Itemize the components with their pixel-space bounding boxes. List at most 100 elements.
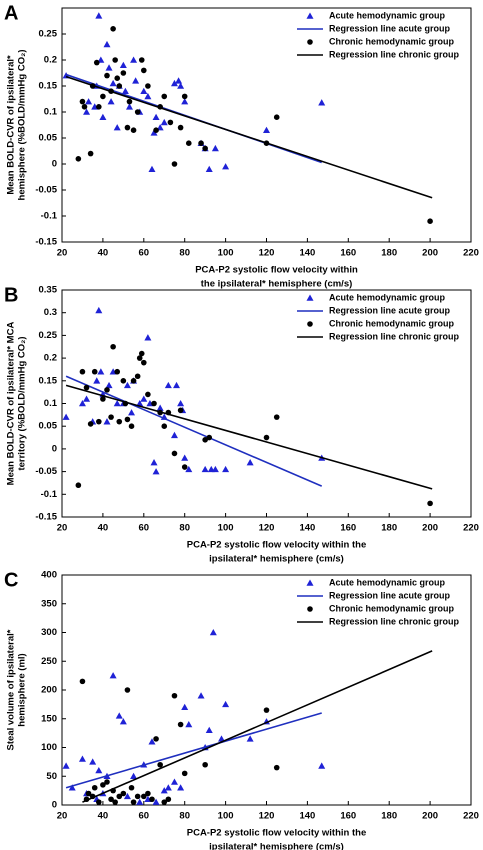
x-tick-label: 180 — [381, 523, 397, 534]
circle-marker — [81, 104, 88, 110]
circle-marker — [181, 464, 188, 470]
triangle-marker — [123, 792, 131, 800]
circle-marker — [128, 784, 135, 791]
legend-label: Acute hemodynamic group — [329, 292, 446, 302]
triangle-marker — [205, 726, 213, 734]
triangle-marker — [115, 712, 123, 719]
circle-marker — [273, 764, 280, 771]
x-tick-label: 200 — [422, 523, 438, 534]
triangle-marker — [109, 79, 117, 87]
y-tick-label: 100 — [41, 742, 57, 753]
y-tick-label: -0.1 — [41, 489, 58, 500]
circle-marker — [75, 156, 82, 162]
circle-marker — [263, 707, 270, 713]
x-tick-label: 120 — [259, 523, 275, 534]
x-tick-label: 160 — [340, 811, 356, 822]
x-tick-label: 100 — [218, 523, 234, 534]
circle-marker — [91, 368, 98, 375]
x-axis-title: PCA-P2 systolic flow velocity within the — [187, 540, 366, 551]
triangle-marker — [218, 735, 226, 742]
x-tick-label: 140 — [299, 811, 315, 822]
triangle-marker — [93, 377, 101, 384]
y-tick-label: 0 — [52, 800, 57, 811]
circle-marker — [263, 434, 270, 441]
circle-marker — [153, 127, 159, 133]
circle-marker — [171, 161, 178, 167]
triangle-marker — [181, 703, 189, 711]
circle-marker — [120, 378, 127, 384]
triangle-marker — [105, 381, 113, 389]
circle-marker — [116, 418, 123, 425]
circle-marker — [110, 343, 116, 350]
triangle-marker — [62, 762, 70, 769]
circle-marker — [130, 127, 137, 133]
triangle-marker — [95, 12, 103, 19]
x-tick-label: 220 — [463, 811, 479, 822]
regression-line — [65, 75, 433, 199]
triangle-marker — [222, 465, 230, 473]
y-tick-label: -0.1 — [41, 211, 58, 222]
circle-marker — [126, 98, 133, 105]
circle-marker — [177, 721, 184, 728]
triangle-marker — [121, 87, 129, 94]
y-tick-label: 0.15 — [39, 81, 58, 92]
circle-marker — [171, 450, 178, 457]
circle-marker — [145, 790, 151, 797]
circle-marker — [177, 407, 184, 414]
circle-marker — [151, 400, 157, 407]
triangle-marker — [99, 113, 107, 120]
triangle-marker — [209, 629, 217, 636]
legend-label: Chronic hemodynamic group — [329, 603, 455, 613]
x-tick-label: 60 — [139, 811, 150, 822]
circle-marker — [427, 218, 433, 224]
triangle-marker — [119, 61, 127, 68]
x-tick-label: 20 — [57, 523, 68, 534]
x-tick-label: 160 — [340, 523, 356, 534]
circle-marker — [161, 423, 168, 430]
circle-marker — [104, 779, 110, 785]
triangle-marker — [160, 787, 168, 794]
circle-marker — [136, 355, 143, 361]
circle-marker — [110, 26, 116, 32]
legend-label: Acute hemodynamic group — [329, 577, 446, 587]
triangle-marker — [211, 144, 219, 152]
legend-label: Regression line chronic group — [329, 331, 460, 341]
y-axis-title: Steal volume of ipsilateral* — [6, 629, 17, 750]
circle-marker — [96, 799, 102, 805]
triangle-marker — [89, 758, 97, 765]
x-tick-label: 220 — [463, 523, 479, 534]
triangle-marker — [125, 103, 133, 110]
triangle-marker — [130, 56, 138, 63]
x-tick-label: 80 — [179, 523, 190, 534]
triangle-marker — [160, 118, 168, 126]
circle-marker — [91, 784, 98, 791]
circle-marker — [120, 70, 127, 76]
circle-marker — [134, 109, 141, 115]
circle-marker — [114, 75, 121, 81]
legend-marker — [307, 321, 313, 327]
triangle-marker — [246, 459, 254, 466]
x-tick-label: 20 — [57, 248, 68, 259]
triangle-marker — [164, 381, 172, 389]
y-tick-label: 400 — [41, 570, 57, 581]
circle-marker — [427, 500, 433, 507]
triangle-marker — [68, 784, 76, 791]
legend-box — [293, 577, 465, 633]
circle-marker — [141, 793, 147, 800]
y-tick-label: -0.05 — [35, 466, 57, 477]
y-tick-label: 250 — [41, 656, 57, 667]
regression-line — [65, 384, 433, 490]
triangle-marker — [185, 465, 193, 473]
x-tick-label: 200 — [422, 811, 438, 822]
x-tick-label: 120 — [259, 248, 275, 259]
triangle-marker — [173, 381, 181, 389]
circle-marker — [161, 93, 168, 100]
triangle-marker — [318, 762, 326, 769]
triangle-marker — [148, 165, 156, 172]
circle-marker — [198, 140, 204, 146]
y-tick-label: -0.15 — [35, 237, 57, 248]
triangle-marker — [113, 400, 121, 407]
triangle-marker — [205, 165, 213, 172]
x-tick-label: 80 — [179, 811, 190, 822]
legend-label: Regression line chronic group — [329, 616, 460, 626]
